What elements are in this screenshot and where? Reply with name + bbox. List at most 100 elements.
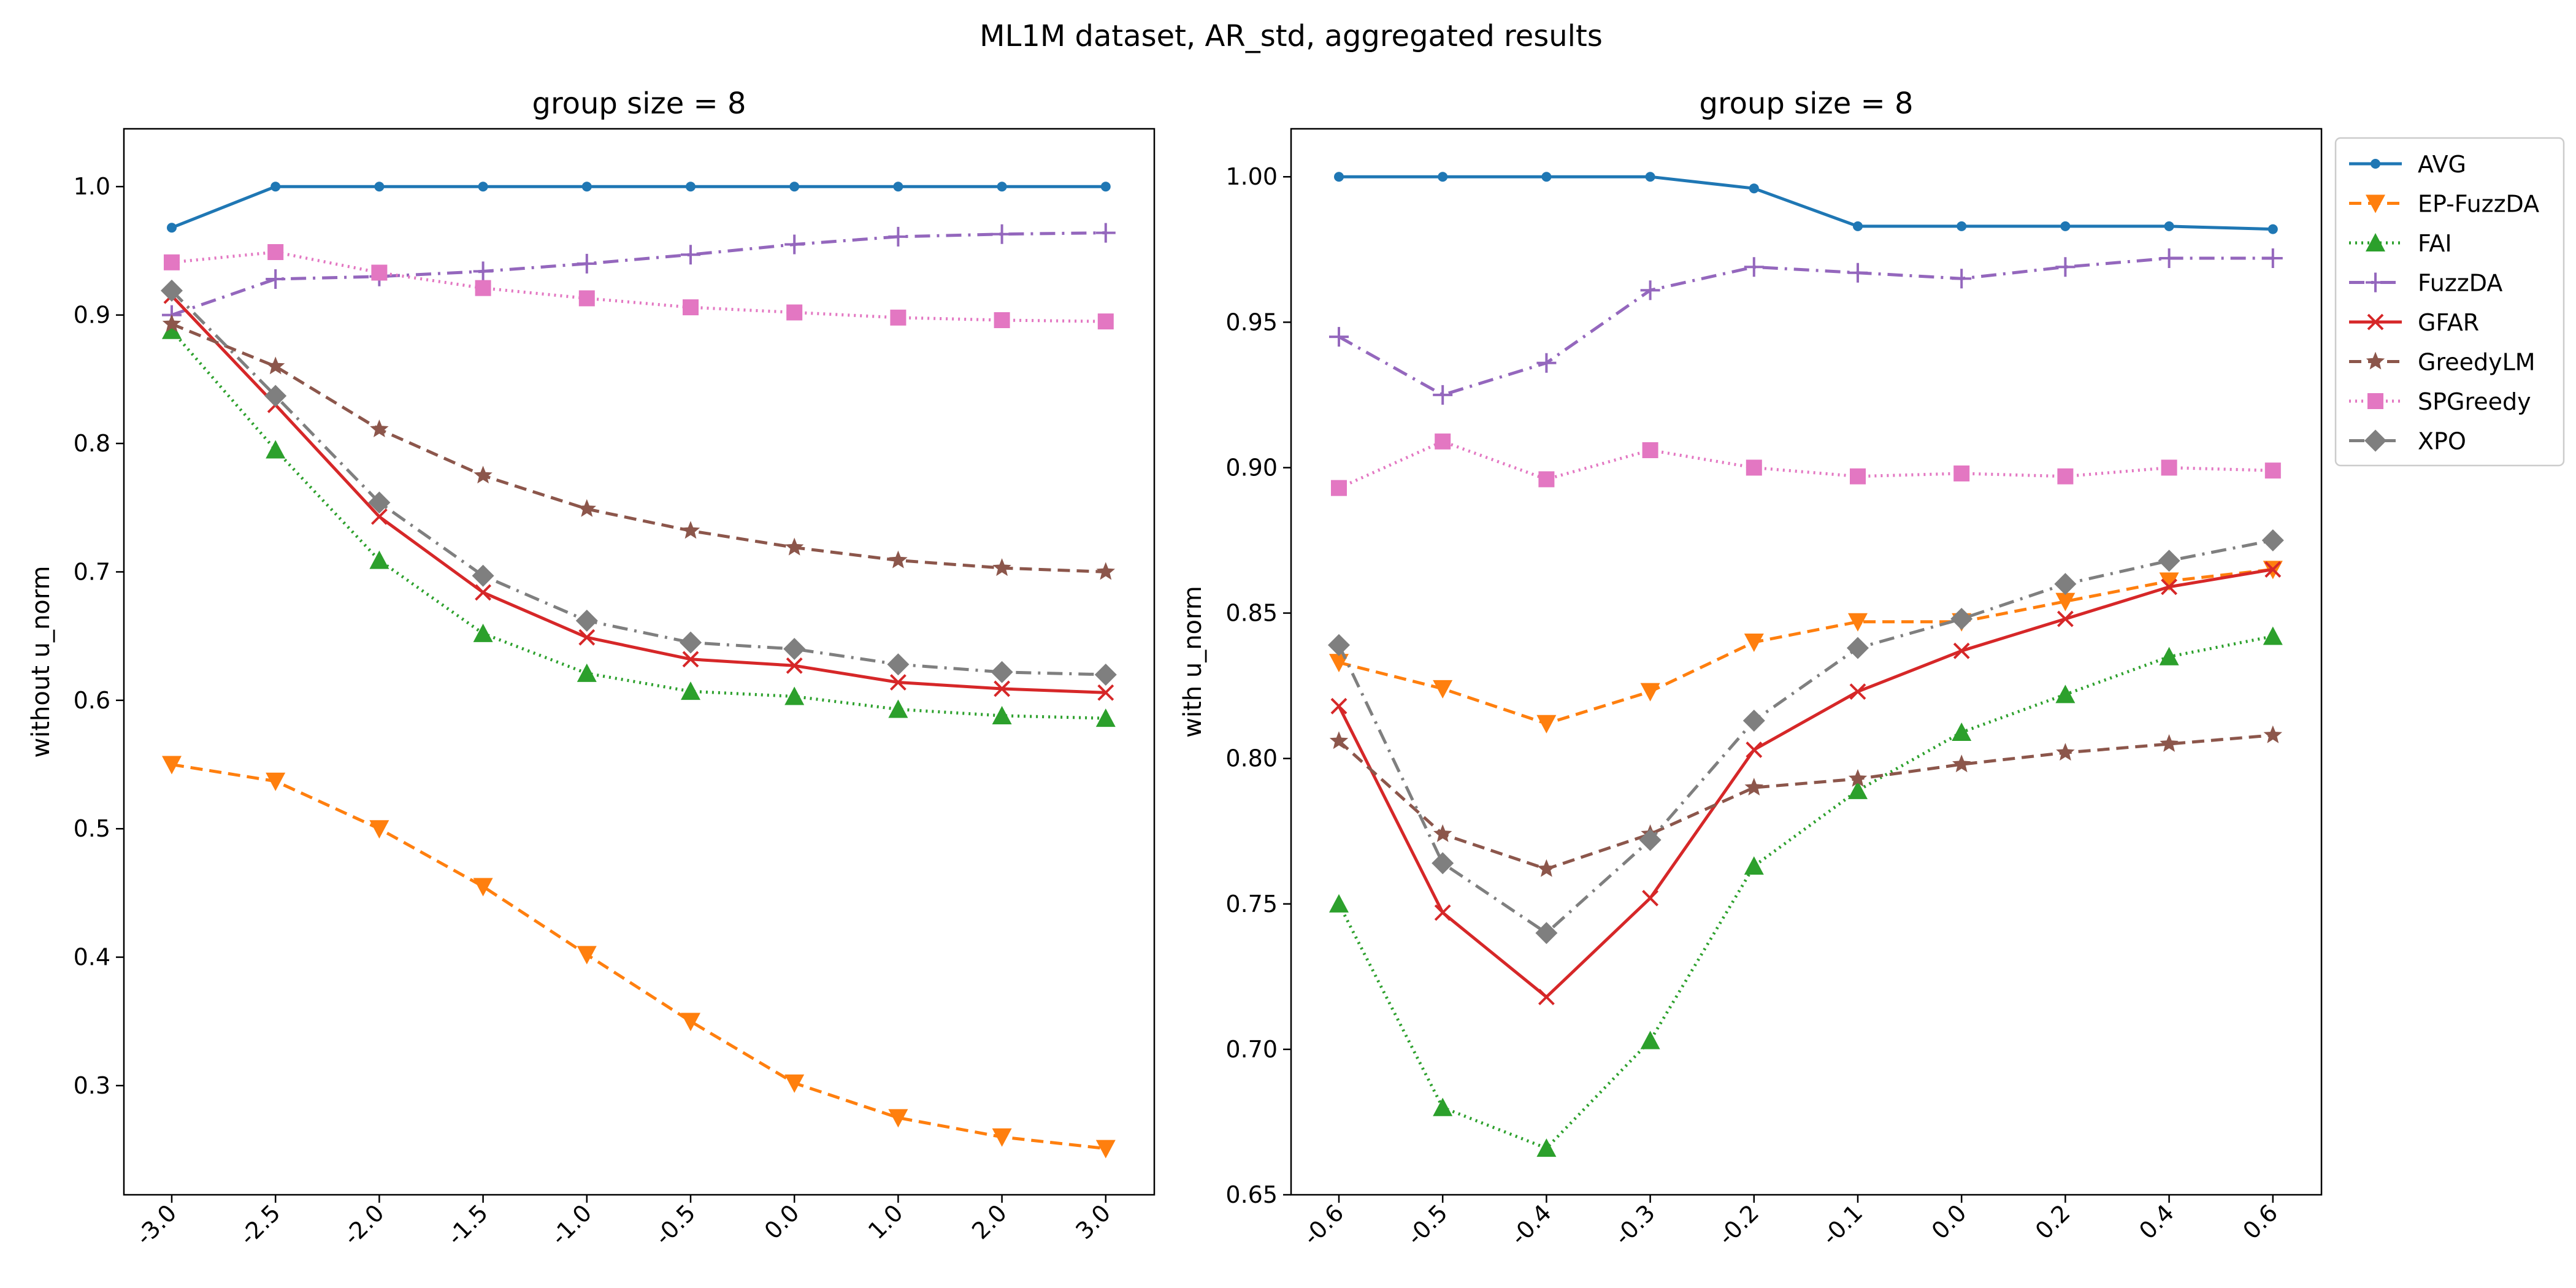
left-data-point-xpo [887,653,910,676]
left-data-point-fuzzda [473,261,493,282]
right-series-layer [1328,172,2284,1157]
right-data-point-avg [2060,221,2071,231]
left-data-point-spgreedy [267,244,284,261]
right-data-point-greedylm [1329,731,1349,749]
left-data-point-ep-fuzzda [681,1013,700,1032]
right-data-point-spgreedy [1746,459,1762,476]
left-data-point-gfar [475,584,492,601]
left-data-point-fai [369,550,389,569]
right-data-point-spgreedy [2161,459,2177,476]
left-series-line-xpo [171,289,1106,677]
legend-marker-gfar [2367,313,2384,331]
left-data-point-fuzzda [266,269,286,289]
left-data-point-fai [1095,708,1116,727]
left-series-line-gfar [171,294,1106,694]
left-data-point-fuzzda [888,226,908,247]
left-data-point-xpo [368,491,391,514]
left-series-line-greedylm [171,322,1106,573]
left-data-point-greedylm [266,356,285,375]
right-data-point-ep-fuzzda [1640,683,1660,702]
right-y-tick-label: 0.95 [1225,309,1278,335]
legend-item-gfar: GFAR [2349,309,2479,336]
right-data-point-spgreedy [1642,442,1658,459]
left-data-point-xpo [783,638,806,661]
right-data-point-fai [2159,646,2179,665]
left-data-point-gfar [889,674,907,691]
left-data-point-avg [374,182,385,192]
legend-item-greedylm: GreedyLM [2349,349,2536,376]
right-data-point-greedylm [1744,778,1763,795]
right-y-tick-label: 0.80 [1225,745,1278,772]
right-data-point-xpo [1535,922,1558,945]
right-data-point-spgreedy [1538,471,1555,488]
right-series-xpo [1328,529,2284,945]
right-series-gfar [1330,561,2282,1005]
left-data-point-avg [686,182,696,192]
left-data-point-avg [167,223,177,233]
right-data-point-fai [1744,856,1764,875]
left-data-point-spgreedy [371,264,388,281]
right-series-line-gfar [1337,567,2274,999]
left-panel-title: group size = 8 [532,86,746,121]
right-data-point-fuzzda [1329,327,1349,347]
right-series-avg [1334,172,2278,234]
right-data-point-fai [2055,684,2076,703]
right-data-point-spgreedy [1331,480,1347,496]
left-data-point-spgreedy [578,290,595,307]
left-data-point-greedylm [370,420,389,437]
left-data-point-fai [162,320,182,339]
right-panel: group size = 8 with u_norm 0.65 0.70 0.75 0… [1179,86,2323,1251]
right-series-line-xpo [1337,539,2274,935]
left-data-point-greedylm [473,466,493,484]
left-data-point-greedylm [681,521,700,539]
right-data-point-fuzzda [1640,280,1660,301]
right-data-point-fuzzda [1433,385,1453,405]
right-y-tick-label: 1.00 [1225,163,1278,190]
right-series-fai [1329,626,2283,1157]
right-data-point-gfar [2057,610,2074,627]
right-data-point-gfar [1953,642,1970,659]
right-data-point-xpo [1847,637,1869,659]
left-data-point-xpo [264,385,287,407]
left-data-point-xpo [575,609,598,632]
left-data-point-ep-fuzzda [1095,1140,1116,1159]
legend-label: XPO [2418,428,2466,455]
left-data-point-xpo [472,564,494,587]
left-data-point-spgreedy [1097,313,1114,330]
right-y-tick-label: 0.70 [1225,1036,1278,1063]
left-data-point-gfar [370,508,388,525]
left-data-point-fuzzda [784,234,805,255]
left-data-point-greedylm [889,550,908,569]
right-data-point-gfar [2264,561,2282,578]
legend: AVG EP-FuzzDA FAI FuzzDA GFAR GreedyLM SPGreed… [2334,137,2565,467]
left-y-tick-label: 0.4 [74,944,110,971]
legend-label: GFAR [2418,309,2479,336]
left-data-point-xpo [1094,663,1117,686]
left-y-tick-label: 1.0 [74,173,110,200]
left-data-point-xpo [991,661,1013,683]
right-y-tick-label: 0.90 [1225,454,1278,481]
legend-marker-avg [2371,159,2380,169]
left-y-tick-label: 0.6 [74,687,110,714]
left-data-point-ep-fuzzda [577,946,597,965]
left-series-fai [162,320,1116,727]
right-series-spgreedy [1331,433,2281,496]
left-data-point-avg [997,182,1007,192]
left-series-line-fai [171,329,1106,720]
legend-item-fuzzda: FuzzDA [2349,270,2502,297]
right-data-point-ep-fuzzda [2055,592,2076,611]
left-data-point-ep-fuzzda [369,820,389,839]
legend-marker-spgreedy [2367,393,2383,409]
right-data-point-spgreedy [2264,462,2281,479]
left-series-spgreedy [164,244,1114,330]
left-data-point-ep-fuzzda [784,1074,805,1093]
right-y-tick-label: 0.75 [1225,891,1278,918]
right-data-point-xpo [1328,634,1350,656]
legend-label: EP-FuzzDA [2418,191,2539,218]
right-data-point-fai [1640,1030,1660,1049]
right-data-point-avg [1749,183,1759,194]
right-data-point-avg [1438,172,1448,182]
left-data-point-avg [789,182,800,192]
right-data-point-gfar [2161,578,2178,596]
